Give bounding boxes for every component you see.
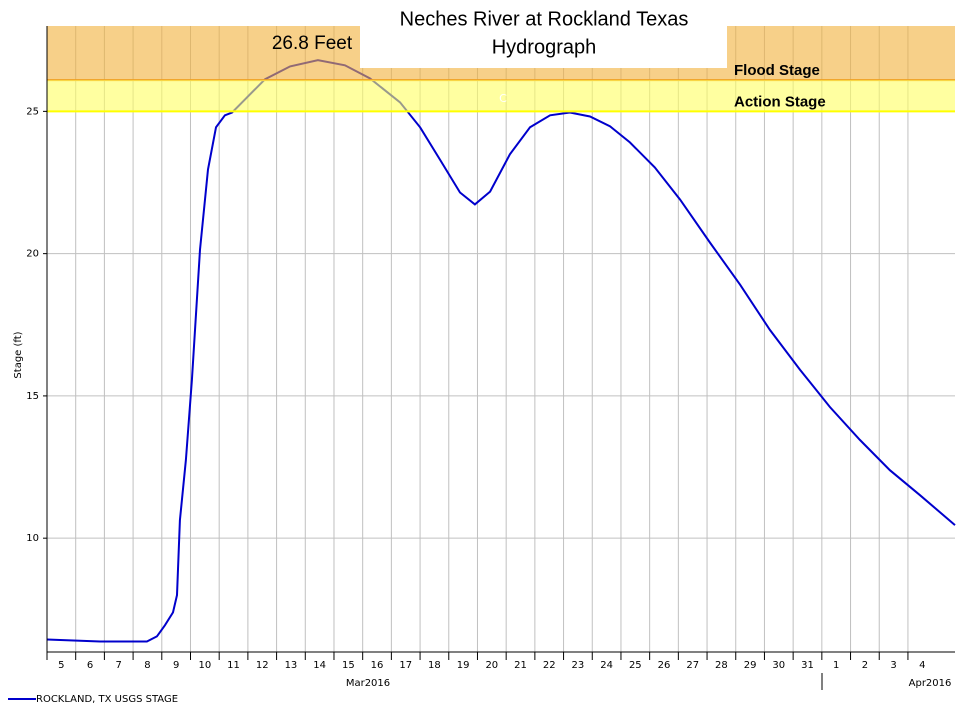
threshold-label: Flood Stage [734,62,820,79]
x-tick-label: 13 [285,660,298,671]
x-tick-label: 2 [862,660,868,671]
legend-entry: ROCKLAND, TX USGS STAGE [36,694,178,705]
threshold-band [47,80,955,112]
x-tick-label: 28 [715,660,728,671]
x-tick-label: 5 [58,660,64,671]
y-tick-label: 25 [26,106,39,117]
x-tick-label: 8 [144,660,150,671]
x-tick-label: 14 [313,660,326,671]
annotation: C [499,92,507,105]
x-tick-label: 24 [600,660,613,671]
x-tick-label: 3 [890,660,896,671]
x-tick-label: 9 [173,660,179,671]
x-tick-label: 1 [833,660,839,671]
threshold-label: Action Stage [734,93,826,110]
y-tick-label: 15 [26,391,39,402]
chart-subtitle: Hydrograph [492,36,597,58]
x-tick-label: 12 [256,660,269,671]
grid [46,26,955,652]
y-tick-label: 10 [26,533,39,544]
x-tick-label: 7 [116,660,122,671]
data-line [46,59,956,643]
x-tick-label: 16 [371,660,384,671]
x-tick-label: 29 [744,660,757,671]
x-tick-label: 27 [686,660,699,671]
x-group-label: Mar2016 [346,678,390,689]
x-tick-label: 25 [629,660,642,671]
x-tick-label: 4 [919,660,925,671]
x-tick-label: 20 [485,660,498,671]
x-tick-label: 18 [428,660,441,671]
x-group-label: Apr2016 [909,678,952,689]
x-tick-label: 30 [772,660,785,671]
y-tick-label: 20 [26,249,39,260]
x-tick-label: 31 [801,660,814,671]
x-tick-label: 21 [514,660,527,671]
lines [46,59,956,643]
x-tick-label: 23 [572,660,585,671]
chart-title: Neches River at Rockland Texas [400,8,689,30]
x-tick-label: 15 [342,660,355,671]
y-axis-label: Stage (ft) [13,331,24,378]
x-tick-label: 22 [543,660,556,671]
x-tick-label: 26 [658,660,671,671]
x-tick-label: 19 [457,660,470,671]
x-tick-label: 11 [227,660,240,671]
x-tick-label: 6 [87,660,93,671]
x-tick-label: 10 [198,660,211,671]
x-tick-label: 17 [399,660,412,671]
title-box [360,0,727,68]
peak-annotation: 26.8 Feet [272,33,353,54]
